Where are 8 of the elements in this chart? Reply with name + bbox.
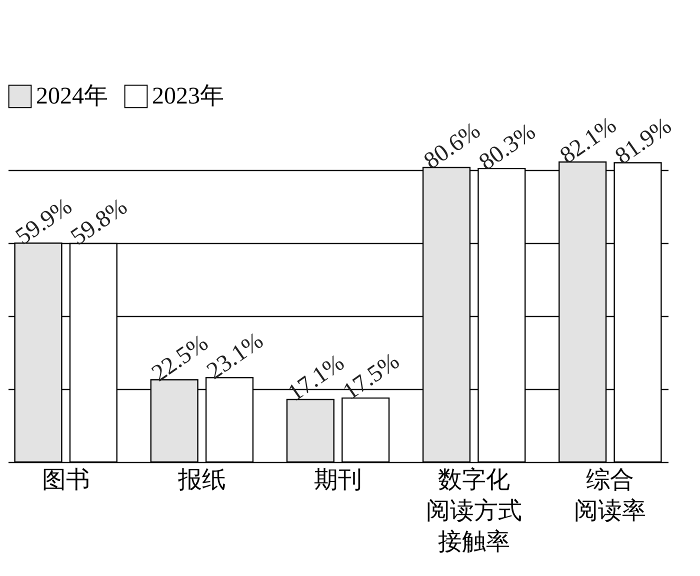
legend-label: 2024年 <box>36 83 108 110</box>
bar <box>286 398 334 463</box>
x-tick-label: 报纸 <box>176 468 226 494</box>
legend-label: 2023年 <box>152 83 224 110</box>
x-tick-label: 综合阅读率 <box>574 466 646 524</box>
x-tick-label: 期刊 <box>314 468 362 494</box>
x-tick-label: 图书 <box>42 468 90 494</box>
x-tick-label: 数字化阅读方式接触率 <box>426 466 522 556</box>
